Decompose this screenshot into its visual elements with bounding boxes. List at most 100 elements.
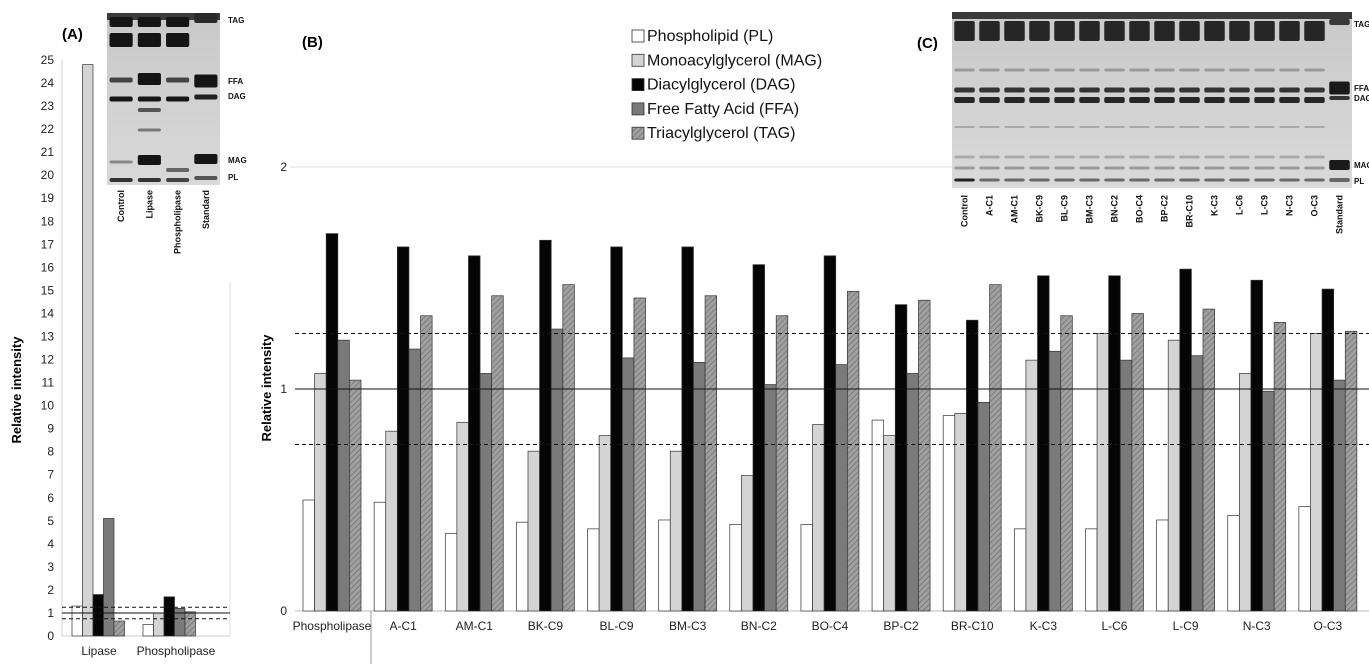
panel-c-gel-band (1279, 97, 1300, 103)
panel-c-gel-band (1029, 68, 1050, 72)
panel-b-bar-mag (456, 421, 469, 612)
panel-a-y-tick-label: 13 (41, 329, 55, 343)
panel-c-gel-band (1129, 155, 1150, 159)
panel-c-gel-band (979, 97, 1000, 103)
panel-b-bar-pl (587, 528, 600, 612)
panel-a-gel-band (166, 178, 190, 182)
panel-c-gel-band-label: DAG (1354, 94, 1369, 103)
panel-b-bar-dag (1037, 275, 1050, 612)
panel-b-bar-tag (1202, 308, 1215, 612)
panel-b-bar-dag (752, 264, 765, 612)
panel-c-gel-band (1179, 126, 1200, 128)
panel-c-gel-band (1179, 97, 1200, 103)
panel-c-gel-band (1204, 97, 1225, 103)
panel-c-gel-band (1329, 81, 1350, 95)
panel-c-gel-band (1229, 21, 1250, 41)
panel-b-bar-pl (1013, 528, 1027, 612)
panel-c-gel-band (1029, 21, 1050, 41)
panel-a-gel-band (194, 154, 218, 164)
panel-c-gel-band (1254, 155, 1275, 159)
panel-c-gel-band (1079, 178, 1100, 182)
panel-c-gel-band (1029, 126, 1050, 128)
panel-a-gel-band-label: DAG (228, 92, 246, 101)
panel-b-bar-tag (1273, 322, 1287, 612)
panel-c-gel-band (1154, 68, 1175, 72)
panel-a-x-labels: Lipase Phospholipase (81, 644, 215, 658)
panel-c-gel-band (1054, 87, 1075, 93)
panel-c-gel-top-edge (952, 12, 1352, 19)
panel-c-gel-lane-label: AM-C1 (1010, 195, 1020, 224)
panel-a-gel-band (137, 73, 161, 85)
panel-a: (A) 012345678910111213141516171819202122… (9, 13, 247, 658)
panel-b-x-tick-label: K-C3 (1030, 619, 1058, 633)
panel-a-x-tick-label: Phospholipase (137, 644, 216, 658)
panel-c-gel-lane-label: BL-C9 (1060, 195, 1070, 222)
panel-a-gel-band (109, 178, 133, 182)
panel-a-gel-band (194, 176, 218, 180)
panel-c-gel-band (1054, 97, 1075, 103)
panel-a-y-tick-label: 8 (47, 445, 54, 459)
panel-c-gel-band (1104, 68, 1125, 72)
panel-b-bar-ffa (764, 384, 777, 612)
panel-b-bar-mag (669, 450, 683, 612)
panel-b-bar-pl (871, 419, 885, 612)
panel-b-bar-tag (989, 284, 1002, 612)
panel-c-gel-band (1204, 68, 1225, 72)
panel-c-gel-band-label: FFA (1354, 84, 1369, 93)
panel-c-gel-band (1054, 166, 1075, 170)
panel-c-gel-band (1179, 87, 1200, 93)
panel-a-gel-band (137, 33, 161, 47)
panel-c-gel-lane-label: BO-C4 (1135, 195, 1145, 223)
panel-a-y-tick-label: 1 (47, 606, 54, 620)
panel-b-bar-tag (918, 299, 931, 612)
panel-b-bar-ffa (550, 328, 564, 612)
panel-a-gel-band (109, 96, 133, 102)
panel-a-gel-band (194, 94, 218, 100)
panel-c-gel-band (1129, 178, 1150, 182)
panel-c-gel-band (1254, 166, 1275, 170)
panel-c-gel-band (1279, 126, 1300, 128)
panel-c-gel-band (1104, 155, 1125, 159)
panel-a-gel-lane-label: Control (116, 190, 126, 222)
panel-a-gel-band (137, 155, 161, 165)
panel-c-gel-band (1254, 97, 1275, 103)
panel-c-gel-lane-label: BM-C3 (1085, 195, 1095, 224)
panel-b-bar-mag (385, 430, 398, 612)
panel-a-gel-band (109, 77, 133, 83)
panel-b-y-axis-title: Relative intensity (259, 334, 274, 442)
panel-a-y-tick-label: 3 (47, 560, 54, 574)
panel-a-y-tick-label: 24 (41, 76, 55, 90)
panel-c-gel-band (1004, 87, 1025, 93)
panel-c-gel-band (1079, 87, 1100, 93)
panel-a-y-tick-label: 4 (47, 537, 54, 551)
panel-a-reference-lines (62, 606, 230, 620)
panel-c-gel-band (1279, 155, 1300, 159)
panel-b-x-tick-label: BL-C9 (600, 619, 634, 633)
panel-c-gel-band (1054, 68, 1075, 72)
panel-b-x-tick-label: BP-C2 (883, 619, 919, 633)
panel-b-bar-mag (1238, 373, 1252, 612)
panel-c-gel-band (1254, 126, 1275, 128)
panel-c-gel-band (1079, 97, 1100, 103)
panel-c-gel-band (1054, 178, 1075, 182)
panel-b-bar-pl (444, 532, 458, 612)
panel-a-gel-band (137, 17, 161, 27)
panel-b-bar-ffa (906, 373, 919, 612)
panel-b-bar-tag (349, 379, 362, 612)
panel-b-bar-mag (314, 373, 327, 612)
panel-c-gel-band (954, 21, 975, 41)
panel-a-y-tick-label: 21 (41, 145, 55, 159)
panel-b-bar-dag (468, 255, 481, 612)
panel-c-gel-band (1029, 166, 1050, 170)
panel-b-bar-ffa (1048, 350, 1062, 612)
panel-c-gel-lane-label: BP-C2 (1160, 195, 1170, 222)
panel-b-bar-tag (704, 295, 718, 612)
panel-a-y-tick-label: 18 (41, 214, 55, 228)
panel-c-gel-band (1329, 178, 1350, 182)
panel-b-bar-dag (1179, 268, 1192, 612)
panel-c-gel-band (1229, 155, 1250, 159)
panel-b-bar-ffa (408, 348, 421, 612)
panel-c-gel-band (1204, 126, 1225, 128)
panel-c-gel-band (1304, 178, 1325, 182)
panel-c-gel-band (954, 97, 975, 103)
